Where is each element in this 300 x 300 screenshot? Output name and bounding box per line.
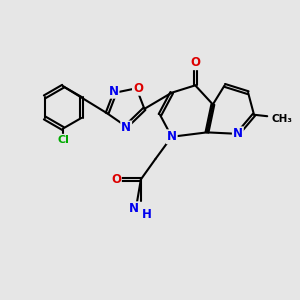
Text: CH₃: CH₃ bbox=[272, 114, 292, 124]
Text: N: N bbox=[167, 130, 177, 143]
Text: N: N bbox=[121, 122, 131, 134]
Text: O: O bbox=[190, 56, 200, 69]
Text: N: N bbox=[233, 127, 243, 140]
Text: Cl: Cl bbox=[57, 135, 69, 145]
Text: H: H bbox=[142, 208, 152, 220]
Text: O: O bbox=[111, 173, 121, 186]
Text: O: O bbox=[133, 82, 143, 95]
Text: N: N bbox=[128, 202, 139, 215]
Text: N: N bbox=[109, 85, 118, 98]
